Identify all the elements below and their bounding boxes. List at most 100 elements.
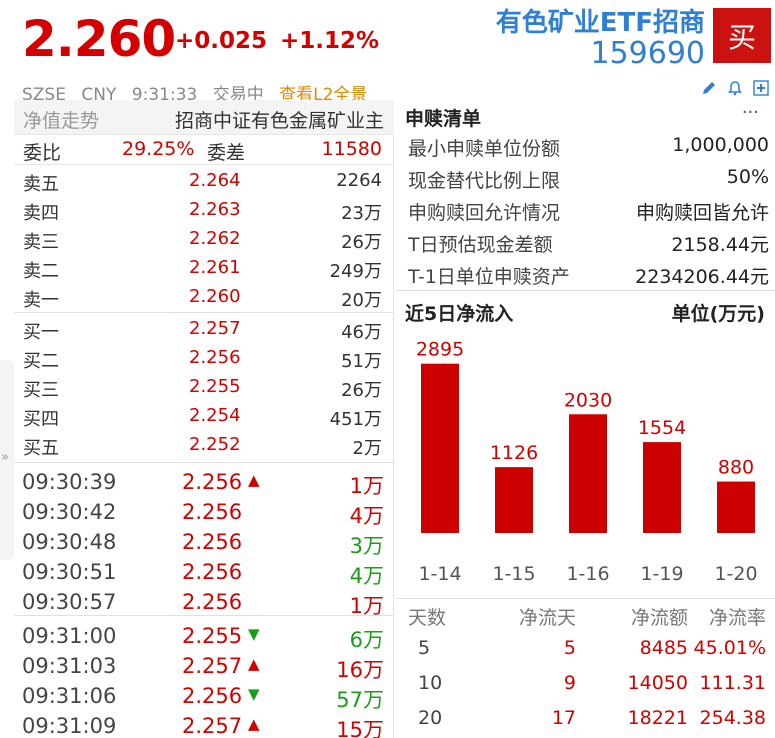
more-icon[interactable]: ··· [741,102,759,123]
tick-price: 2.256 [182,470,243,494]
stats-row: 10 9 14050 111.31 [396,668,775,702]
bid-price: 2.256 [189,347,241,368]
creation-value: 2234206.44元 [635,266,769,288]
ask-volume: 2264 [336,170,382,191]
arrow-up-icon: ▲ [248,715,260,733]
fund-name: 有色矿业ETF招商 [495,8,705,38]
ask-volume: 20万 [341,290,382,311]
date-tick-label: 1-19 [640,563,683,585]
ask-volume: 26万 [341,232,382,253]
ask-level-label: 卖三 [23,232,59,253]
stats-cell: 111.31 [699,672,766,694]
creation-key: 最小申赎单位份额 [408,138,561,160]
tick-volume: 4万 [349,564,384,588]
price-change: +0.025 [175,28,268,54]
tick-volume: 4万 [349,504,384,528]
net-inflow-header: 近5日净流入 单位(万元) [396,290,775,326]
bid-price: 2.252 [189,434,241,455]
stats-cell: 254.38 [699,707,766,729]
tick-time: 09:31:09 [22,714,117,738]
tick-time: 09:30:48 [22,530,117,554]
bell-icon[interactable] [727,80,743,96]
date-tick-label: 1-14 [418,563,461,585]
tick-volume: 1万 [349,474,384,498]
tick-price: 2.256 [182,560,243,584]
ask-row: 卖二 2.261 249万 [14,254,394,283]
stats-header: 净流率 [708,607,766,629]
bid-volume: 2万 [352,438,382,459]
bid-volume: 26万 [341,380,382,401]
arrow-up-icon: ▲ [248,655,260,673]
ask-level-label: 卖五 [23,174,59,195]
stats-header-row: 天数 净流天 净流额 净流率 [396,599,775,633]
inflow-value-label: 1554 [638,417,686,439]
stats-cell: 14050 [627,672,688,694]
tick-volume: 15万 [336,718,384,738]
bid-row: 买四 2.254 451万 [14,402,394,431]
tick-row: 09:31:00 2.255 ▼ 6万 [14,621,394,652]
nav-trend-bar[interactable]: 净值走势 招商中证有色金属矿业主 [14,100,394,135]
bid-row: 买二 2.256 51万 [14,344,394,373]
inflow-bar [717,481,755,533]
ask-row: 卖一 2.260 20万 [14,283,394,312]
bid-level-label: 买三 [23,380,59,401]
divider [14,462,394,463]
bid-volume: 46万 [341,322,382,343]
weibi-label: 委比 [23,142,62,164]
creation-row: 现金替代比例上限 50% [396,162,775,194]
creation-row: T日预估现金差额 2158.44元 [396,226,775,258]
tick-time: 09:30:42 [22,500,117,524]
tick-price: 2.256 [182,590,243,614]
inflow-value-label: 2895 [416,339,464,361]
stats-cell: 8485 [639,637,688,659]
net-inflow-title: 近5日净流入 [405,303,514,325]
tick-volume: 57万 [336,688,384,712]
buy-button[interactable]: 买 [713,8,771,63]
nav-trend-label[interactable]: 净值走势 [23,110,100,132]
stats-header: 净流天 [518,607,576,629]
tick-time: 09:31:03 [22,654,117,678]
divider [14,312,394,313]
creation-value: 申购赎回皆允许 [635,202,769,224]
inflow-value-label: 2030 [564,389,612,411]
fund-info-panel: 申赎清单 ··· 最小申赎单位份额 1,000,000 现金替代比例上限 50% 申购赎… [396,100,775,738]
price-change-percent: +1.12% [280,28,380,54]
edit-icon[interactable] [701,80,717,96]
net-inflow-chart: 2895 1-14 1126 1-15 2030 1-16 1554 1-19 880 1-20 [416,339,758,585]
weicha-label: 委差 [207,142,246,164]
bid-price: 2.254 [189,405,241,426]
bid-volume: 451万 [329,409,382,430]
side-panel-toggle[interactable]: » [0,360,14,560]
ask-row: 卖五 2.264 2264 [14,167,394,196]
bid-level-label: 买四 [23,409,59,430]
tick-time: 09:31:06 [22,684,117,708]
bid-row: 买五 2.252 2万 [14,431,394,460]
ask-price: 2.260 [189,286,241,307]
tick-price: 2.256 [182,684,243,708]
creation-key: T-1日单位申赎资产 [408,266,570,288]
stats-cell: 5 [563,637,576,659]
tick-row: 09:31:03 2.257 ▲ 16万 [14,651,394,682]
bid-level-label: 买二 [23,351,59,372]
ask-level-label: 卖一 [23,290,59,311]
tick-price: 2.257 [182,654,243,678]
stats-cell: 5 [418,637,431,659]
ask-price: 2.261 [189,257,241,278]
bid-price: 2.255 [189,376,241,397]
expand-icon: » [1,450,9,465]
tick-row: 09:30:42 2.256 4万 [14,497,394,528]
inflow-bar [421,363,459,533]
tick-row: 09:30:48 2.256 3万 [14,527,394,558]
ask-level-label: 卖二 [23,261,59,282]
ask-row: 卖三 2.262 26万 [14,225,394,254]
ask-price: 2.263 [189,199,241,220]
ask-row: 卖四 2.263 23万 [14,196,394,225]
stats-cell: 20 [418,707,443,729]
arrow-down-icon: ▼ [248,685,260,703]
fund-code: 159690 [590,36,705,71]
creation-key: 现金替代比例上限 [408,170,561,192]
stats-header: 天数 [408,607,447,629]
plus-icon[interactable] [753,80,769,96]
tick-row: 09:30:51 2.256 4万 [14,557,394,588]
bid-level-label: 买一 [23,322,59,343]
